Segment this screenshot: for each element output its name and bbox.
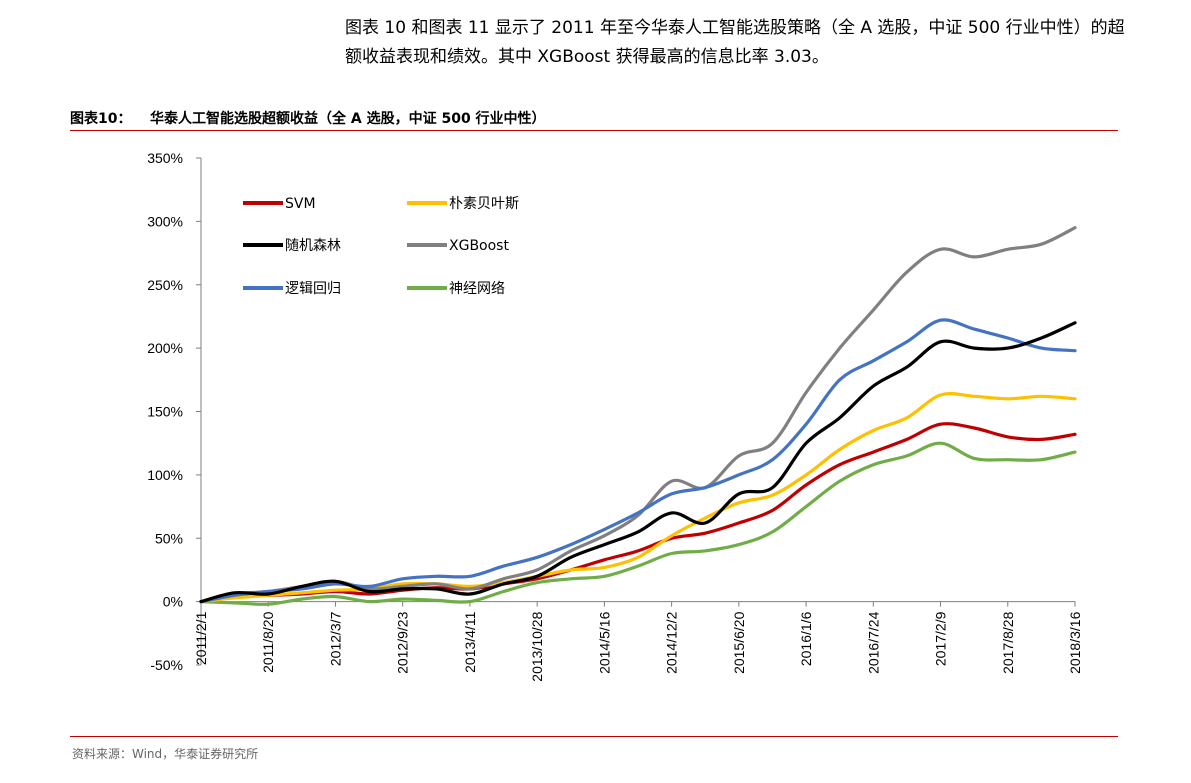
source-note: 资料来源：Wind，华泰证券研究所 [72, 747, 259, 761]
y-tick-label: 200% [147, 340, 183, 356]
y-tick-label: -50% [150, 657, 183, 673]
x-tick-label: 2011/8/20 [260, 611, 276, 672]
legend-label-xgboost: XGBoost [449, 238, 509, 254]
y-axis: -50% 0% 50% 100% 150% 200% 250% 300% 350% [147, 150, 202, 673]
x-axis: 2011/2/1 2011/8/20 2012/3/7 2012/9/23 2013/4… [193, 601, 1083, 682]
y-tick-label: 150% [147, 404, 183, 420]
excess-return-line-chart: -50% 0% 50% 100% 150% 200% 250% 300% 350% 2011/2… [147, 150, 1083, 682]
x-tick-label: 2013/4/11 [462, 611, 478, 672]
y-tick-label: 100% [147, 467, 183, 483]
figure-caption: 图表10： 华泰人工智能选股超额收益（全 A 选股，中证 500 行业中性） [70, 108, 1120, 128]
x-tick-label: 2014/12/2 [664, 611, 680, 673]
figure-number: 图表10： [70, 111, 132, 127]
x-tick-label: 2013/10/28 [529, 611, 545, 681]
series-line-neural-network [199, 441, 1077, 606]
y-tick-label: 0% [163, 594, 183, 610]
y-tick-label: 250% [147, 277, 183, 293]
y-tick-label: 300% [147, 213, 183, 229]
x-tick-label: 2018/3/16 [1067, 611, 1083, 673]
y-tick-label: 50% [155, 530, 183, 546]
x-tick-label: 2012/9/23 [395, 611, 411, 673]
legend-label-neural-network: 神经网络 [449, 281, 505, 297]
series-line-svm [199, 422, 1077, 604]
x-tick-label: 2017/2/9 [933, 611, 949, 666]
series-layer [199, 226, 1077, 606]
series-line-random-forest [199, 321, 1077, 604]
caption-rule [70, 130, 1118, 131]
x-tick-label: 2015/6/20 [731, 611, 747, 673]
x-tick-label: 2016/1/6 [798, 611, 814, 666]
series-line-naive-bayes [199, 392, 1077, 604]
legend-label-logistic-regression: 逻辑回归 [285, 280, 341, 297]
x-tick-label: 2011/2/1 [193, 611, 209, 665]
figure-title: 华泰人工智能选股超额收益（全 A 选股，中证 500 行业中性） [150, 111, 546, 127]
footer-rule [70, 736, 1118, 737]
x-tick-label: 2014/5/16 [596, 611, 612, 673]
legend-label-svm: SVM [285, 196, 316, 212]
intro-paragraph: 图表 10 和图表 11 显示了 2011 年至今华泰人工智能选股策略（全 A … [345, 18, 1125, 67]
series-line-logistic-regression [199, 318, 1077, 604]
x-tick-label: 2012/3/7 [327, 611, 343, 666]
x-tick-label: 2017/8/28 [1000, 611, 1016, 673]
y-tick-label: 350% [147, 150, 183, 166]
legend-label-naive-bayes: 朴素贝叶斯 [449, 196, 519, 212]
legend-label-random-forest: 随机森林 [285, 238, 341, 254]
x-tick-label: 2016/7/24 [865, 611, 881, 673]
